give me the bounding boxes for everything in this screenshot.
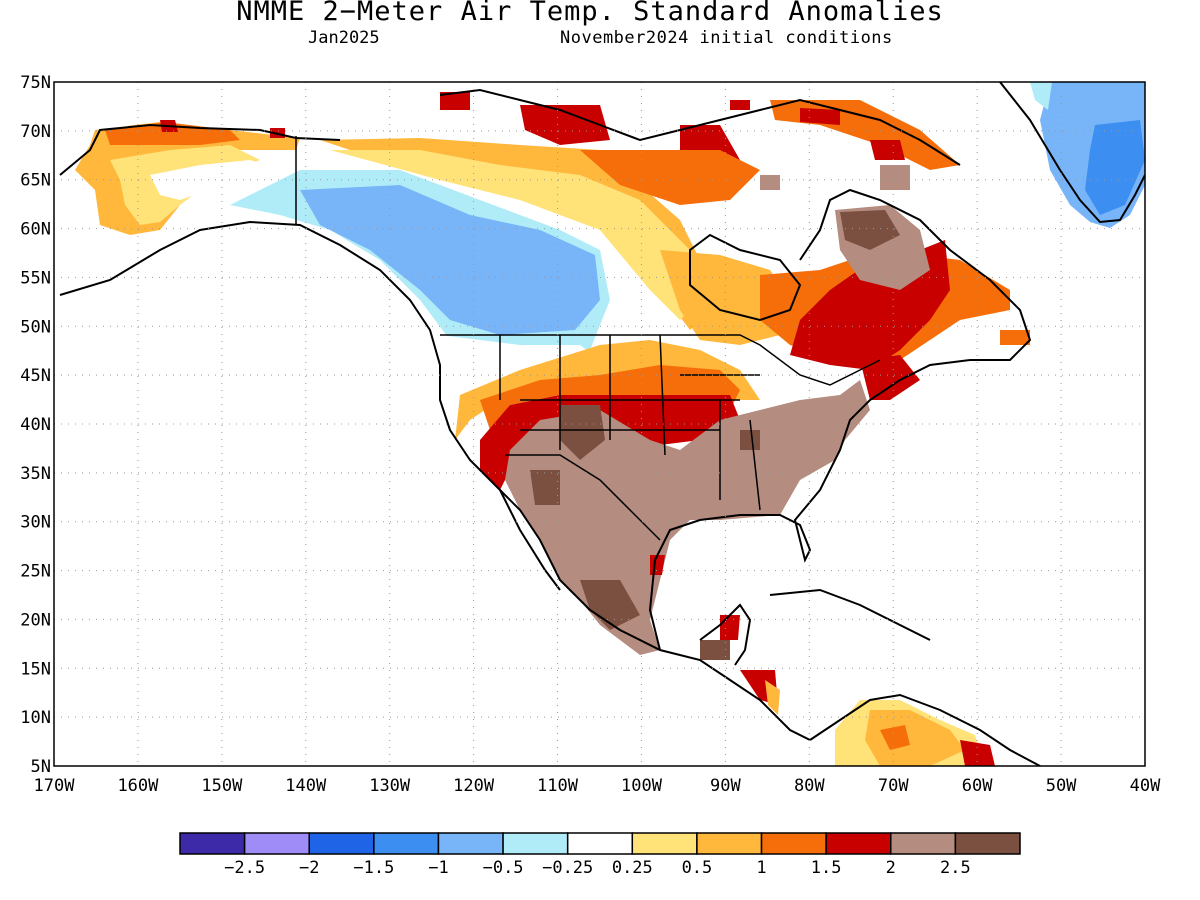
latitude-tick-label: 50N xyxy=(20,317,51,337)
anomaly-region-northeast-red xyxy=(860,355,920,400)
longitude-tick-label: 100W xyxy=(621,776,663,796)
colorbar-tick-label: 2 xyxy=(886,858,896,878)
anomaly-region-arctic-light xyxy=(330,150,700,320)
colorbar-swatch xyxy=(631,832,698,855)
colorbar xyxy=(179,832,1021,855)
colorbar-tick-label: −2 xyxy=(299,858,319,878)
longitude-tick-label: 170W xyxy=(34,776,76,796)
coastlines xyxy=(59,82,1145,766)
longitude-tick-label: 150W xyxy=(201,776,243,796)
latitude-tick-label: 70N xyxy=(20,122,51,142)
greenland-coastline xyxy=(999,82,1145,224)
anomaly-region-central-america-orange xyxy=(765,680,780,715)
anomaly-region-greenland-core xyxy=(1085,120,1145,215)
longitude-tick-label: 160W xyxy=(117,776,159,796)
longitude-tick-label: 120W xyxy=(453,776,495,796)
colorbar-swatch xyxy=(825,832,892,855)
longitude-tick-label: 140W xyxy=(285,776,327,796)
latitude-tick-label: 15N xyxy=(20,659,51,679)
anomaly-region-baffin-red xyxy=(770,100,960,170)
colorbar-tick-label: 0.25 xyxy=(612,858,653,878)
longitude-tick-label: 80W xyxy=(794,776,825,796)
colorbar-swatch xyxy=(308,832,375,855)
chart-title: NMME 2−Meter Air Temp. Standard Anomalie… xyxy=(236,0,944,27)
latitude-labels: 5N 10N 15N 20N 25N 30N 35N 40N 45N 50N 55N 60N 65N 70… xyxy=(20,73,51,777)
colorbar-tick-label: −1.5 xyxy=(353,858,394,878)
anomaly-shading xyxy=(75,82,1145,766)
anomaly-region-southwest-brown xyxy=(530,405,760,660)
longitude-tick-label: 60W xyxy=(962,776,993,796)
longitude-labels: 170W 160W 150W 140W 130W 120W 110W 100W 90W 80W 70… xyxy=(34,776,1162,796)
colorbar-tick-label: −0.5 xyxy=(483,858,524,878)
political-borders xyxy=(295,136,881,541)
north-america-coastline xyxy=(59,220,811,741)
colorbar-tick-label: −0.25 xyxy=(542,858,593,878)
caribbean-islands xyxy=(769,588,931,641)
anomaly-region-south-america-warm xyxy=(865,710,965,766)
anomaly-region-south-america-orange xyxy=(880,725,910,750)
anomaly-region-greenland-edge xyxy=(1030,82,1052,110)
latitude-tick-label: 40N xyxy=(20,415,51,435)
anomaly-region-arctic-orange xyxy=(580,150,760,205)
valid-month-label: Jan2025 xyxy=(308,28,380,48)
colorbar-swatch xyxy=(566,832,634,855)
colorbar-swatch xyxy=(502,832,569,855)
colorbar-swatch xyxy=(760,832,827,855)
anomaly-region-alaska-red xyxy=(160,120,285,138)
colorbar-swatch xyxy=(890,832,957,855)
initial-conditions-label: November2024 initial conditions xyxy=(560,28,893,48)
colorbar-swatch xyxy=(437,832,504,855)
latitude-tick-label: 60N xyxy=(20,220,51,240)
anomaly-region-baffin-core xyxy=(730,100,905,160)
hudson-bay-coastline xyxy=(689,233,802,322)
longitude-tick-label: 110W xyxy=(537,776,579,796)
colorbar-tick-label: 0.5 xyxy=(682,858,713,878)
latitude-tick-label: 20N xyxy=(20,610,51,630)
colorbar-tick-label: 1.5 xyxy=(811,858,842,878)
anomaly-region-south-america-red xyxy=(960,740,995,766)
anomaly-region-arctic-warm xyxy=(320,138,720,330)
alaska-coastline xyxy=(59,123,341,176)
anomaly-region-ontario-warm xyxy=(660,250,790,345)
latitude-tick-label: 25N xyxy=(20,562,51,582)
colorbar-tick-label: 2.5 xyxy=(940,858,971,878)
latitude-tick-label: 35N xyxy=(20,464,51,484)
anomaly-region-newfoundland xyxy=(1000,330,1030,345)
colorbar-tick-label: −2.5 xyxy=(224,858,265,878)
colorbar-swatch xyxy=(179,832,246,855)
colorbar-swatch xyxy=(373,832,440,855)
latitude-tick-label: 75N xyxy=(20,73,51,93)
colorbar-swatch xyxy=(696,832,763,855)
colorbar-tick-label: 1 xyxy=(756,858,766,878)
longitude-tick-label: 50W xyxy=(1046,776,1077,796)
longitude-tick-label: 130W xyxy=(369,776,411,796)
us-canada-border xyxy=(440,334,881,386)
latitude-tick-label: 10N xyxy=(20,708,51,728)
colorbar-tick-label: −1 xyxy=(428,858,448,878)
latitude-tick-label: 65N xyxy=(20,171,51,191)
anomaly-region-central-america-red xyxy=(650,555,778,705)
colorbar-swatch xyxy=(954,832,1021,855)
latitude-tick-label: 55N xyxy=(20,268,51,288)
colorbar-swatch xyxy=(243,832,310,855)
us-mexico-border xyxy=(505,454,661,541)
baja-coastline xyxy=(499,489,561,591)
longitude-tick-label: 70W xyxy=(878,776,909,796)
anomaly-region-bc-cold xyxy=(300,185,600,335)
latitude-tick-label: 5N xyxy=(31,757,51,777)
latitude-tick-label: 30N xyxy=(20,513,51,533)
gulf-coastline xyxy=(648,359,971,651)
arctic-islands-coastline xyxy=(439,88,961,166)
anomaly-region-arctic-red xyxy=(440,92,740,165)
colorbar-labels: −2.5 −2 −1.5 −1 −0.5 −0.25 0.25 0.5 1 1.5 2 2.5 xyxy=(224,858,971,878)
plot-frame xyxy=(53,81,1146,767)
longitude-tick-label: 40W xyxy=(1130,776,1161,796)
anomaly-region-arctic-tan xyxy=(760,165,910,190)
latitude-tick-label: 45N xyxy=(20,366,51,386)
yucatan-coastline xyxy=(699,603,752,666)
longitude-tick-label: 90W xyxy=(710,776,741,796)
labrador-coastline xyxy=(799,188,1032,361)
anomaly-region-labrador-brown xyxy=(840,210,900,250)
